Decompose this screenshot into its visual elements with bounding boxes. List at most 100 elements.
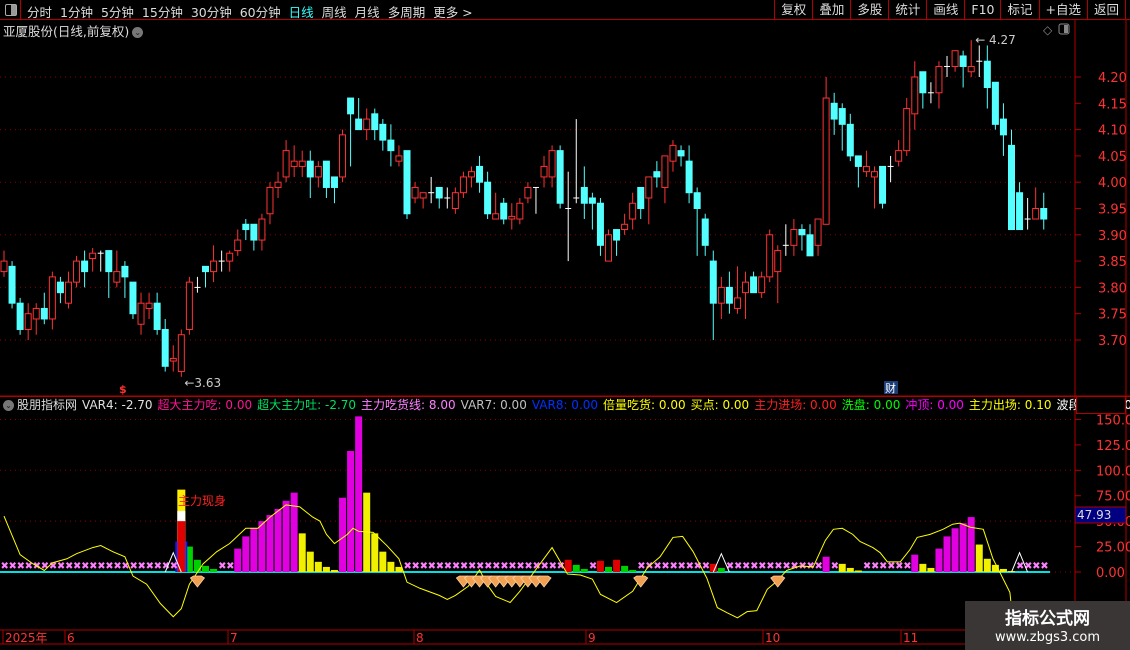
tab-fenshi[interactable]: 分时 [27, 5, 53, 20]
marker-cross: ✖ [589, 561, 597, 572]
marker-cross: ✖ [170, 561, 178, 572]
yellow-bar [371, 533, 379, 572]
diamond-icon[interactable]: ◇ [1043, 23, 1053, 37]
candle-body [290, 160, 298, 167]
marker-cross: ✖ [129, 561, 137, 572]
candle-body [339, 134, 347, 178]
f10-button[interactable]: F10 [964, 0, 1000, 19]
candle-body [1032, 208, 1040, 220]
tab-more[interactable]: 更多 > [433, 5, 473, 20]
panel-toggle-icon[interactable] [0, 0, 21, 19]
marker-cross: ✖ [452, 561, 460, 572]
marker-cross: ✖ [508, 561, 516, 572]
candle-body [24, 313, 32, 330]
magenta-bar [234, 548, 242, 572]
candle-body [371, 113, 379, 131]
indicator-header: ⌄ 股朋指标网 VAR4: -2.70 超大主力吃: 0.00 超大主力吐: -2.70… [0, 396, 1130, 414]
back-button[interactable]: 返回 [1086, 0, 1126, 19]
marker-cross: ✖ [1024, 561, 1032, 572]
candle-body [991, 81, 999, 125]
marker-cross: ✖ [57, 561, 65, 572]
buy-diamond-icon [189, 575, 206, 588]
candle-body [1016, 192, 1024, 231]
candle-body [508, 215, 516, 220]
indicator-value: 洗盘: 0.00 [841, 398, 901, 412]
candle-body [895, 150, 903, 162]
price-axis-label: 3.90 [1098, 229, 1127, 244]
candle-body [919, 71, 927, 94]
candle-body [459, 176, 467, 194]
yellow-bar [306, 551, 314, 572]
magenta-bar [250, 528, 258, 572]
tab-daily[interactable]: 日线 [288, 5, 314, 20]
candle-body [669, 144, 677, 162]
marker-cross: ✖ [758, 561, 766, 572]
window-toggle-icon[interactable] [1058, 23, 1070, 35]
candle-body [105, 250, 113, 273]
yellow-bar [314, 561, 322, 572]
magenta-bar [355, 416, 363, 572]
candle-body [742, 281, 750, 294]
green-bar [580, 568, 588, 572]
candle-body [548, 150, 556, 178]
candle-body [798, 229, 806, 236]
tab-60min[interactable]: 60分钟 [239, 5, 281, 20]
indicator-plot: ✖ ✖ ✖ ✖ ✖ ✖ ✖ ✖ ✖ ✖ ✖ ✖ ✖ ✖ ✖ ✖ ✖ ✖ ✖ ✖ ✖ ✖ ✖ ✖ ✖ ✖ ✖ ✖ ✖ ✖ ✖ ✖ ✖ ✖ ✖ ✖ ✖ ✖ ✖ ✖… [0, 416, 1050, 629]
candle-body [999, 118, 1007, 136]
magenta-bar [290, 492, 298, 572]
marker-cross: ✖ [742, 561, 750, 572]
price-axis-label: 4.20 [1098, 71, 1127, 86]
marker-cross: ✖ [420, 561, 428, 572]
indicator-value: 主力出场: 0.10 [968, 398, 1052, 412]
marker-cross: ✖ [436, 561, 444, 572]
finance-badge[interactable] [884, 381, 898, 394]
chevron-down-icon[interactable]: ⌄ [132, 27, 144, 38]
mark-button[interactable]: 标记 [1000, 0, 1038, 19]
indicator-value: 超大主力吃: 0.00 [157, 398, 253, 412]
candle-body [524, 186, 532, 199]
indicator-value: 冲顶: 0.00 [905, 398, 964, 412]
candle-body [379, 123, 387, 141]
candle-body [403, 150, 411, 215]
add-watchlist-button[interactable]: +自选 [1038, 0, 1087, 19]
tab-weekly[interactable]: 周线 [321, 5, 347, 20]
magenta-bar [274, 508, 282, 572]
indicator-value: 主力吃货线: 8.00 [361, 398, 456, 412]
draw-line-button[interactable]: 画线 [926, 0, 964, 19]
marker-cross: ✖ [25, 561, 33, 572]
candle-body [234, 239, 242, 252]
yellow-bar [927, 567, 935, 572]
tab-monthly[interactable]: 月线 [354, 5, 380, 20]
candle-body [395, 155, 403, 162]
candle-body [830, 102, 838, 120]
tab-30min[interactable]: 30分钟 [190, 5, 232, 20]
tab-1min[interactable]: 1分钟 [60, 5, 93, 20]
marker-cross: ✖ [492, 561, 500, 572]
indicator-name[interactable]: 股朋指标网 [17, 398, 78, 412]
signal-bar-blue [175, 541, 178, 572]
candle-body [540, 165, 548, 178]
candle-body [484, 181, 492, 215]
indicator-corner-box [1076, 396, 1126, 414]
marker-cross: ✖ [460, 561, 468, 572]
yellow-bar [999, 568, 1007, 572]
candle-body [935, 65, 943, 94]
overlay-button[interactable]: 叠加 [812, 0, 850, 19]
marker-cross: ✖ [1, 561, 9, 572]
green-bar [202, 565, 209, 572]
candle-body [846, 123, 854, 157]
statistics-button[interactable]: 统计 [888, 0, 926, 19]
chevron-down-icon[interactable]: ⌄ [3, 400, 14, 411]
signal-text: 主力现身 [178, 493, 226, 508]
tab-5min[interactable]: 5分钟 [100, 5, 134, 20]
yellow-bar [846, 567, 854, 572]
event-marker-icon[interactable]: $ [119, 383, 127, 396]
marker-cross: ✖ [557, 561, 565, 572]
magenta-bar [911, 554, 919, 572]
multi-stock-button[interactable]: 多股 [850, 0, 888, 19]
tab-15min[interactable]: 15分钟 [141, 5, 183, 20]
tab-multi-period[interactable]: 多周期 [387, 5, 426, 20]
restore-rights-button[interactable]: 复权 [774, 0, 812, 19]
marker-cross: ✖ [903, 561, 911, 572]
